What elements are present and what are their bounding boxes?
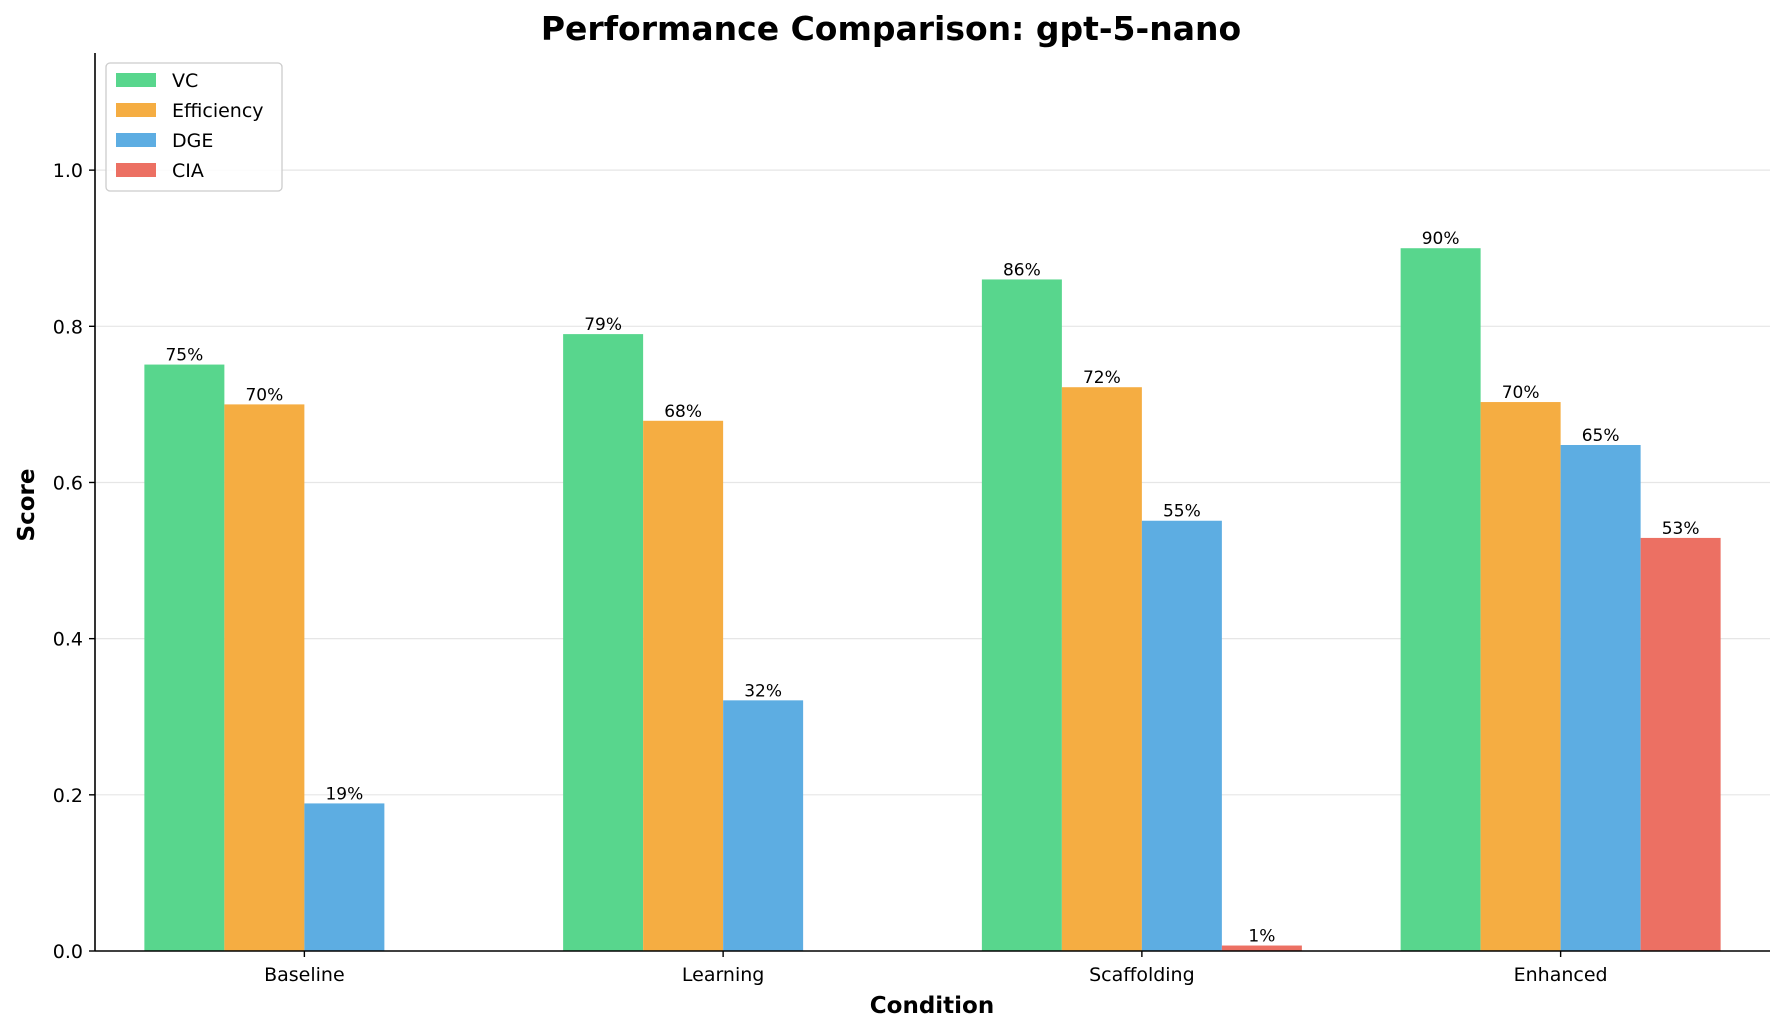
bar-dge-baseline — [304, 803, 385, 951]
y-tick-label: 0.4 — [53, 629, 83, 651]
bar-cia-enhanced — [1640, 537, 1721, 951]
bar-vc-scaffolding — [981, 279, 1062, 952]
legend-label: VC — [172, 70, 198, 92]
y-tick-label: 0.6 — [53, 472, 83, 494]
bar-vc-enhanced — [1400, 248, 1481, 951]
x-tick-label: Enhanced — [1514, 964, 1608, 986]
bar-dge-learning — [723, 700, 804, 951]
y-axis-label: Score — [14, 469, 40, 542]
x-axis-label: Condition — [870, 993, 994, 1019]
bar-efficiency-baseline — [224, 404, 305, 951]
legend-swatch-cia — [116, 163, 156, 177]
legend-label: Efficiency — [172, 100, 264, 122]
x-tick-label: Scaffolding — [1089, 964, 1195, 986]
y-tick-label: 1.0 — [53, 160, 83, 182]
bar-efficiency-enhanced — [1480, 402, 1561, 951]
bar-efficiency-scaffolding — [1061, 387, 1142, 952]
bar-value-label: 70% — [245, 385, 283, 405]
bar-value-label: 86% — [1003, 260, 1041, 280]
bar-value-label: 70% — [1502, 383, 1540, 403]
bar-value-labels: 75% 70% 19% 79% 68% 32% 86% 72% 55% 1% 90% 70% 65% 53… — [165, 229, 1699, 946]
x-tick-label: Learning — [682, 964, 765, 986]
bar-value-label: 19% — [325, 784, 363, 804]
bar-value-label: 1% — [1248, 927, 1275, 947]
bar-value-label: 32% — [744, 681, 782, 701]
bar-dge-enhanced — [1560, 444, 1641, 951]
bar-value-label: 55% — [1163, 502, 1201, 522]
chart-title: Performance Comparison: gpt-5-nano — [541, 9, 1241, 48]
y-tick-label: 0.8 — [53, 316, 83, 338]
legend-swatch-vc — [116, 73, 156, 87]
legend-label: CIA — [172, 160, 204, 182]
y-tick-label: 0.0 — [53, 941, 83, 963]
bar-value-label: 90% — [1422, 229, 1460, 249]
bar-efficiency-learning — [643, 420, 724, 951]
bar-vc-learning — [563, 334, 644, 951]
legend-label: DGE — [172, 130, 213, 152]
bar-dge-scaffolding — [1141, 520, 1222, 951]
legend-swatch-dge — [116, 133, 156, 147]
legend-swatch-efficiency — [116, 103, 156, 117]
y-tick-label: 0.2 — [53, 785, 83, 807]
x-ticks: Baseline Learning Scaffolding Enhanced — [264, 951, 1608, 986]
bar-value-label: 72% — [1083, 368, 1121, 388]
y-ticks: 0.0 0.2 0.4 0.6 0.8 1.0 — [53, 160, 95, 963]
bar-cia-scaffolding — [1221, 945, 1302, 951]
bar-value-label: 68% — [664, 402, 702, 422]
legend: VC Efficiency DGE CIA — [105, 62, 283, 192]
bar-vc-baseline — [144, 364, 225, 951]
bar-value-label: 65% — [1582, 426, 1620, 446]
bar-value-label: 53% — [1662, 519, 1700, 539]
bars — [144, 248, 1721, 952]
legend-frame — [105, 62, 283, 192]
bar-value-label: 75% — [165, 346, 203, 366]
bar-value-label: 79% — [584, 315, 622, 335]
x-tick-label: Baseline — [264, 964, 345, 986]
